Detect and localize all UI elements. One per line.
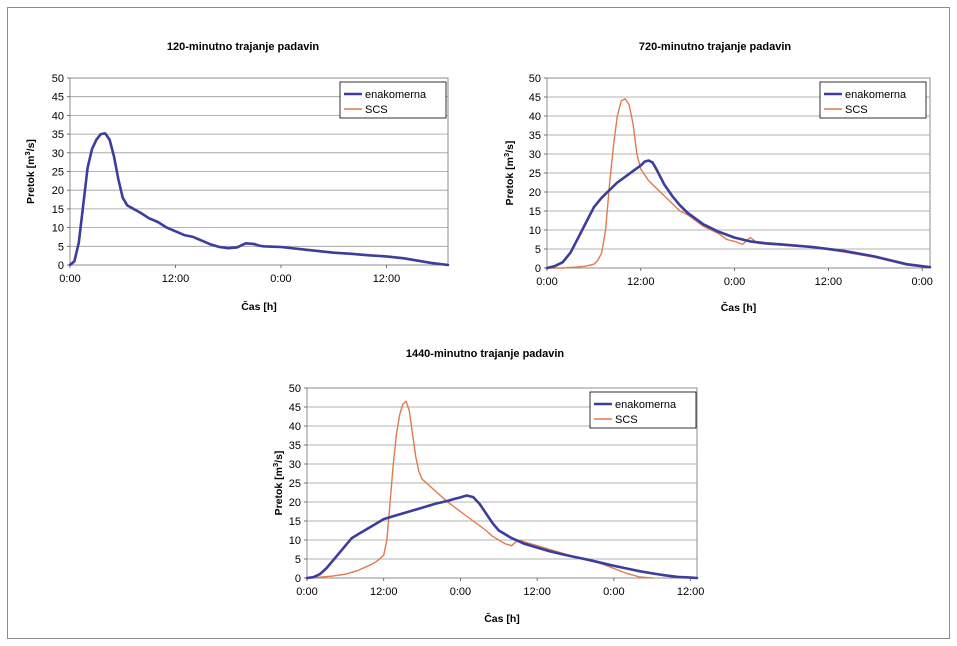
x-tick-label: 12:00 — [162, 273, 190, 285]
x-tick-label: 0:00 — [603, 586, 624, 598]
y-tick-label: 10 — [52, 223, 64, 235]
legend-label-scs: SCS — [365, 104, 388, 116]
x-tick-label: 0:00 — [270, 273, 291, 285]
y-tick-label: 50 — [529, 73, 541, 85]
x-tick-label: 12:00 — [815, 276, 843, 288]
chart-title: 720-minutno trajanje padavin — [639, 41, 791, 53]
y-tick-label: 40 — [289, 421, 301, 433]
x-tick-label: 12:00 — [373, 273, 401, 285]
y-tick-label: 0 — [535, 263, 541, 275]
y-tick-label: 5 — [535, 244, 541, 256]
legend-box — [819, 81, 927, 119]
x-tick-label: 0:00 — [536, 276, 557, 288]
legend-label-enakomerna: enakomerna — [615, 399, 677, 411]
y-tick-label: 5 — [58, 241, 64, 253]
y-tick-label: 30 — [529, 149, 541, 161]
y-tick-label: 15 — [529, 206, 541, 218]
x-tick-label: 12:00 — [370, 586, 398, 598]
y-tick-label: 15 — [52, 204, 64, 216]
y-tick-label: 50 — [289, 383, 301, 395]
y-tick-label: 25 — [289, 478, 301, 490]
y-tick-label: 45 — [289, 402, 301, 414]
y-tick-label: 25 — [529, 168, 541, 180]
x-axis-label: Čas [h] — [484, 612, 520, 625]
y-tick-label: 30 — [52, 148, 64, 160]
y-tick-label: 35 — [289, 440, 301, 452]
legend: enakomerna SCS — [819, 81, 927, 119]
y-tick-label: 15 — [289, 516, 301, 528]
legend-label-scs: SCS — [845, 104, 868, 116]
legend-label-scs: SCS — [615, 414, 638, 426]
y-tick-label: 35 — [529, 130, 541, 142]
y-tick-label: 45 — [529, 92, 541, 104]
y-axis-label: Pretok [m3/s] — [271, 451, 285, 516]
series-line-enakomerna — [545, 159, 932, 270]
chart-panel-3: 1440-minutno trajanje padavin 0 5 10 15 20 25 3… — [271, 348, 704, 625]
y-tick-label: 50 — [52, 73, 64, 85]
y-tick-label: 10 — [289, 535, 301, 547]
x-tick-label: 0:00 — [911, 276, 932, 288]
x-axis-label: Čas [h] — [721, 301, 757, 314]
y-tick-label: 25 — [52, 167, 64, 179]
chart-title: 1440-minutno trajanje padavin — [406, 348, 565, 360]
y-tick-label: 0 — [58, 260, 64, 272]
y-tick-label: 20 — [289, 497, 301, 509]
y-tick-label: 0 — [295, 573, 301, 585]
y-tick-label: 5 — [295, 554, 301, 566]
legend-label-enakomerna: enakomerna — [845, 89, 907, 101]
x-axis-label: Čas [h] — [241, 300, 277, 313]
x-tick-label: 12:00 — [523, 586, 551, 598]
series-line-enakomerna — [68, 132, 450, 267]
y-tick-label: 40 — [52, 110, 64, 122]
x-tick-label: 0:00 — [296, 586, 317, 598]
y-tick-label: 30 — [289, 459, 301, 471]
y-tick-label: 35 — [52, 129, 64, 141]
chart-panel-2: 720-minutno trajanje padavin 0 5 10 15 20 25 30… — [502, 41, 933, 314]
y-tick-label: 20 — [529, 187, 541, 199]
x-tick-label: 0:00 — [724, 276, 745, 288]
legend-label-enakomerna: enakomerna — [365, 89, 427, 101]
legend-box — [589, 391, 697, 429]
legend: enakomerna SCS — [339, 81, 447, 119]
chart-title: 120-minutno trajanje padavin — [167, 41, 319, 53]
legend-box — [339, 81, 447, 119]
x-tick-label: 0:00 — [450, 586, 471, 598]
y-axis-label: Pretok [m3/s] — [23, 139, 37, 204]
chart-panel-1: 120-minutno trajanje padavin 0 5 10 15 20 25 30… — [23, 41, 450, 313]
y-tick-label: 10 — [529, 225, 541, 237]
x-tick-label: 0:00 — [59, 273, 80, 285]
y-tick-label: 45 — [52, 92, 64, 104]
y-tick-label: 20 — [52, 185, 64, 197]
x-tick-label: 12:00 — [677, 586, 705, 598]
series-line-enakomerna — [305, 494, 699, 580]
y-tick-label: 40 — [529, 111, 541, 123]
legend: enakomerna SCS — [589, 391, 697, 429]
x-tick-label: 12:00 — [627, 276, 655, 288]
y-axis-label: Pretok [m3/s] — [502, 141, 516, 206]
